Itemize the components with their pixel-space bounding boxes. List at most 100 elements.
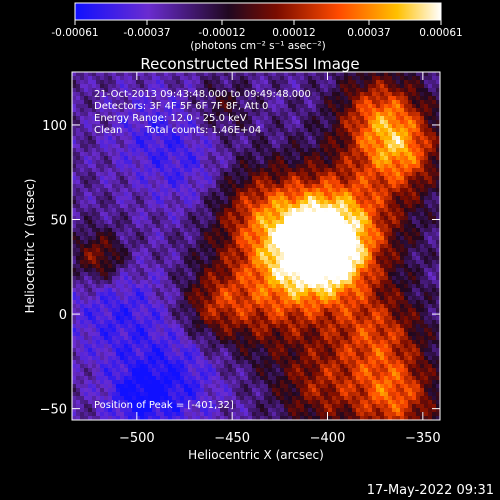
heatmap-cell bbox=[232, 148, 237, 153]
heatmap-cell bbox=[80, 104, 85, 109]
heatmap-cell bbox=[288, 80, 293, 85]
heatmap-cell bbox=[216, 192, 221, 197]
heatmap-cell bbox=[256, 76, 261, 81]
heatmap-cell bbox=[196, 156, 201, 161]
heatmap-cell bbox=[304, 208, 309, 213]
heatmap-cell bbox=[284, 268, 289, 273]
heatmap-cell bbox=[308, 228, 313, 233]
heatmap-cell bbox=[304, 168, 309, 173]
heatmap-cell bbox=[132, 188, 137, 193]
heatmap-cell bbox=[340, 280, 345, 285]
heatmap-cell bbox=[156, 244, 161, 249]
heatmap-cell bbox=[360, 260, 365, 265]
heatmap-cell bbox=[380, 268, 385, 273]
heatmap-cell bbox=[176, 132, 181, 137]
heatmap-cell bbox=[400, 188, 405, 193]
heatmap-cell bbox=[336, 236, 341, 241]
heatmap-cell bbox=[220, 112, 225, 117]
heatmap-cell bbox=[348, 164, 353, 169]
heatmap-cell bbox=[316, 208, 321, 213]
heatmap-cell bbox=[72, 204, 77, 209]
heatmap-cell bbox=[296, 248, 301, 253]
heatmap-cell bbox=[392, 228, 397, 233]
heatmap-cell bbox=[100, 148, 105, 153]
heatmap-cell bbox=[104, 200, 109, 205]
heatmap-cell bbox=[264, 124, 269, 129]
heatmap-cell bbox=[300, 252, 305, 257]
heatmap-cell bbox=[316, 160, 321, 165]
heatmap-cell bbox=[380, 120, 385, 125]
heatmap-cell bbox=[396, 216, 401, 221]
heatmap-cell bbox=[120, 172, 125, 177]
heatmap-cell bbox=[168, 168, 173, 173]
heatmap-cell bbox=[72, 108, 77, 113]
heatmap-cell bbox=[280, 136, 285, 141]
heatmap-cell bbox=[392, 276, 397, 281]
heatmap-cell bbox=[108, 172, 113, 177]
heatmap-cell bbox=[392, 152, 397, 157]
heatmap-cell bbox=[420, 168, 425, 173]
heatmap-cell bbox=[296, 196, 301, 201]
heatmap-cell bbox=[380, 228, 385, 233]
heatmap-cell bbox=[288, 264, 293, 269]
heatmap-cell bbox=[304, 136, 309, 141]
heatmap-cell bbox=[220, 236, 225, 241]
heatmap-cell bbox=[324, 132, 329, 137]
heatmap-cell bbox=[96, 204, 101, 209]
heatmap-cell bbox=[96, 260, 101, 265]
heatmap-cell bbox=[184, 240, 189, 245]
heatmap-cell bbox=[72, 140, 77, 145]
heatmap-cell bbox=[164, 148, 169, 153]
heatmap-cell bbox=[376, 220, 381, 225]
heatmap-cell bbox=[200, 164, 205, 169]
heatmap-cell bbox=[256, 164, 261, 169]
heatmap-cell bbox=[140, 264, 145, 269]
heatmap-cell bbox=[252, 144, 257, 149]
heatmap-cell bbox=[252, 216, 257, 221]
heatmap-cell bbox=[252, 88, 257, 93]
heatmap-cell bbox=[280, 208, 285, 213]
heatmap-cell bbox=[84, 232, 89, 237]
heatmap-cell bbox=[300, 168, 305, 173]
heatmap-cell bbox=[76, 264, 81, 269]
heatmap-cell bbox=[192, 144, 197, 149]
heatmap-cell bbox=[364, 204, 369, 209]
heatmap-cell bbox=[76, 284, 81, 289]
heatmap-cell bbox=[160, 244, 165, 249]
heatmap-cell bbox=[224, 76, 229, 81]
heatmap-cell bbox=[120, 260, 125, 265]
heatmap-cell bbox=[416, 168, 421, 173]
heatmap-cell bbox=[388, 188, 393, 193]
heatmap-cell bbox=[360, 244, 365, 249]
heatmap-cell bbox=[244, 184, 249, 189]
heatmap-cell bbox=[268, 200, 273, 205]
heatmap-cell bbox=[232, 84, 237, 89]
heatmap-cell bbox=[72, 268, 77, 273]
heatmap-cell bbox=[196, 160, 201, 165]
heatmap-cell bbox=[420, 268, 425, 273]
heatmap-cell bbox=[424, 188, 429, 193]
heatmap-cell bbox=[120, 180, 125, 185]
heatmap-cell bbox=[244, 148, 249, 153]
heatmap-cell bbox=[304, 104, 309, 109]
heatmap-cell bbox=[96, 228, 101, 233]
heatmap-cell bbox=[404, 72, 409, 77]
heatmap-cell bbox=[300, 148, 305, 153]
heatmap-cell bbox=[276, 184, 281, 189]
heatmap-cell bbox=[164, 100, 169, 105]
heatmap-cell bbox=[292, 280, 297, 285]
heatmap-cell bbox=[280, 108, 285, 113]
heatmap-cell bbox=[276, 204, 281, 209]
heatmap-cell bbox=[388, 264, 393, 269]
heatmap-cell bbox=[388, 204, 393, 209]
heatmap-cell bbox=[380, 236, 385, 241]
heatmap-cell bbox=[328, 104, 333, 109]
heatmap-cell bbox=[364, 228, 369, 233]
heatmap-cell bbox=[380, 188, 385, 193]
heatmap-cell bbox=[88, 88, 93, 93]
heatmap-cell bbox=[200, 136, 205, 141]
heatmap-cell bbox=[124, 184, 129, 189]
heatmap-cell bbox=[252, 104, 257, 109]
heatmap-cell bbox=[100, 212, 105, 217]
heatmap-cell bbox=[416, 160, 421, 165]
